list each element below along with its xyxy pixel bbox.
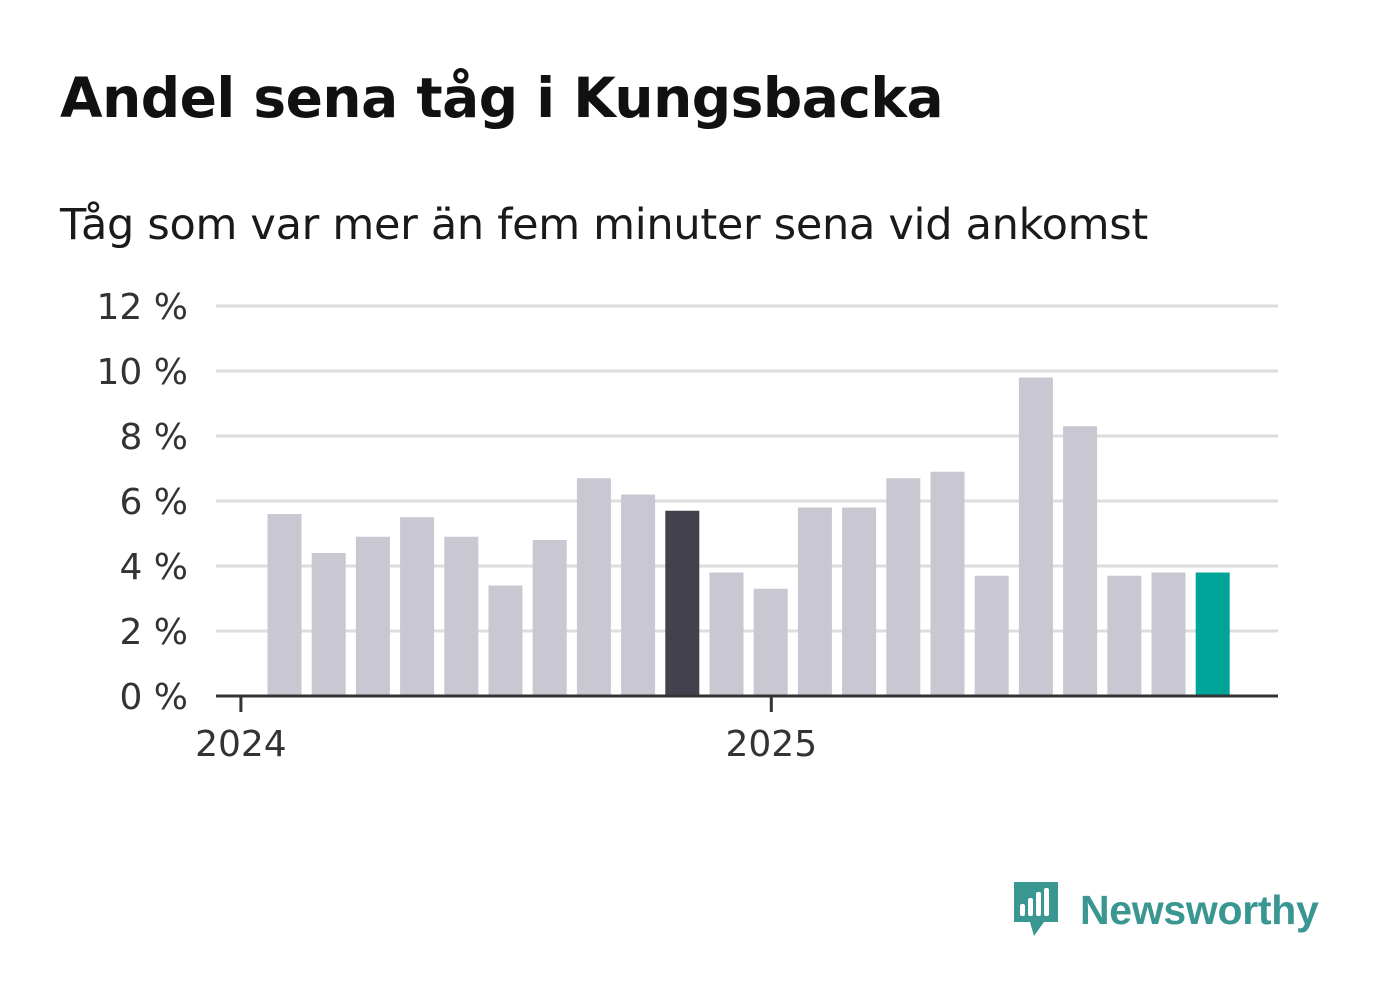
bar-2024-10 <box>665 510 700 696</box>
bar-2024-12 <box>753 588 788 696</box>
y-tick-label: 0 % <box>119 677 188 718</box>
bar-2025-07 <box>1063 426 1098 696</box>
bar-2025-08 <box>1107 575 1142 696</box>
bar-2025-01 <box>797 507 832 696</box>
newsworthy-logo-icon <box>1014 882 1058 936</box>
bar-2025-09 <box>1151 572 1186 696</box>
logo-text: Newsworthy <box>1080 886 1319 933</box>
bar-2024-09 <box>621 494 656 696</box>
y-tick-label: 12 % <box>97 287 188 328</box>
bar-2024-02 <box>311 553 346 696</box>
bar-2025-05 <box>974 575 1009 696</box>
x-tick-label: 2025 <box>725 724 817 765</box>
bar-2025-06 <box>1018 377 1053 696</box>
bar-2024-01 <box>267 514 302 696</box>
x-tick-label: 2024 <box>195 724 287 765</box>
bar-2024-03 <box>355 536 390 696</box>
bar-2025-03 <box>886 478 921 696</box>
y-tick-label: 10 % <box>97 352 188 393</box>
bar-2024-11 <box>709 572 744 696</box>
bar-2024-05 <box>444 536 479 696</box>
y-tick-label: 4 % <box>119 547 188 588</box>
bar-2025-10 <box>1195 572 1230 696</box>
y-tick-label: 6 % <box>119 482 188 523</box>
bar-2024-08 <box>576 478 611 696</box>
bar-2024-07 <box>532 540 567 696</box>
y-tick-label: 2 % <box>119 612 188 653</box>
bar-2024-06 <box>488 585 523 696</box>
newsworthy-logo: Newsworthy <box>1010 878 1319 942</box>
bar-2025-02 <box>842 507 877 696</box>
chart-title: Andel sena tåg i Kungsbacka <box>60 66 944 130</box>
bar-2025-04 <box>930 471 965 696</box>
bar-2024-04 <box>400 517 435 696</box>
chart-subtitle: Tåg som var mer än fem minuter sena vid … <box>60 200 1148 250</box>
y-tick-label: 8 % <box>119 417 188 458</box>
